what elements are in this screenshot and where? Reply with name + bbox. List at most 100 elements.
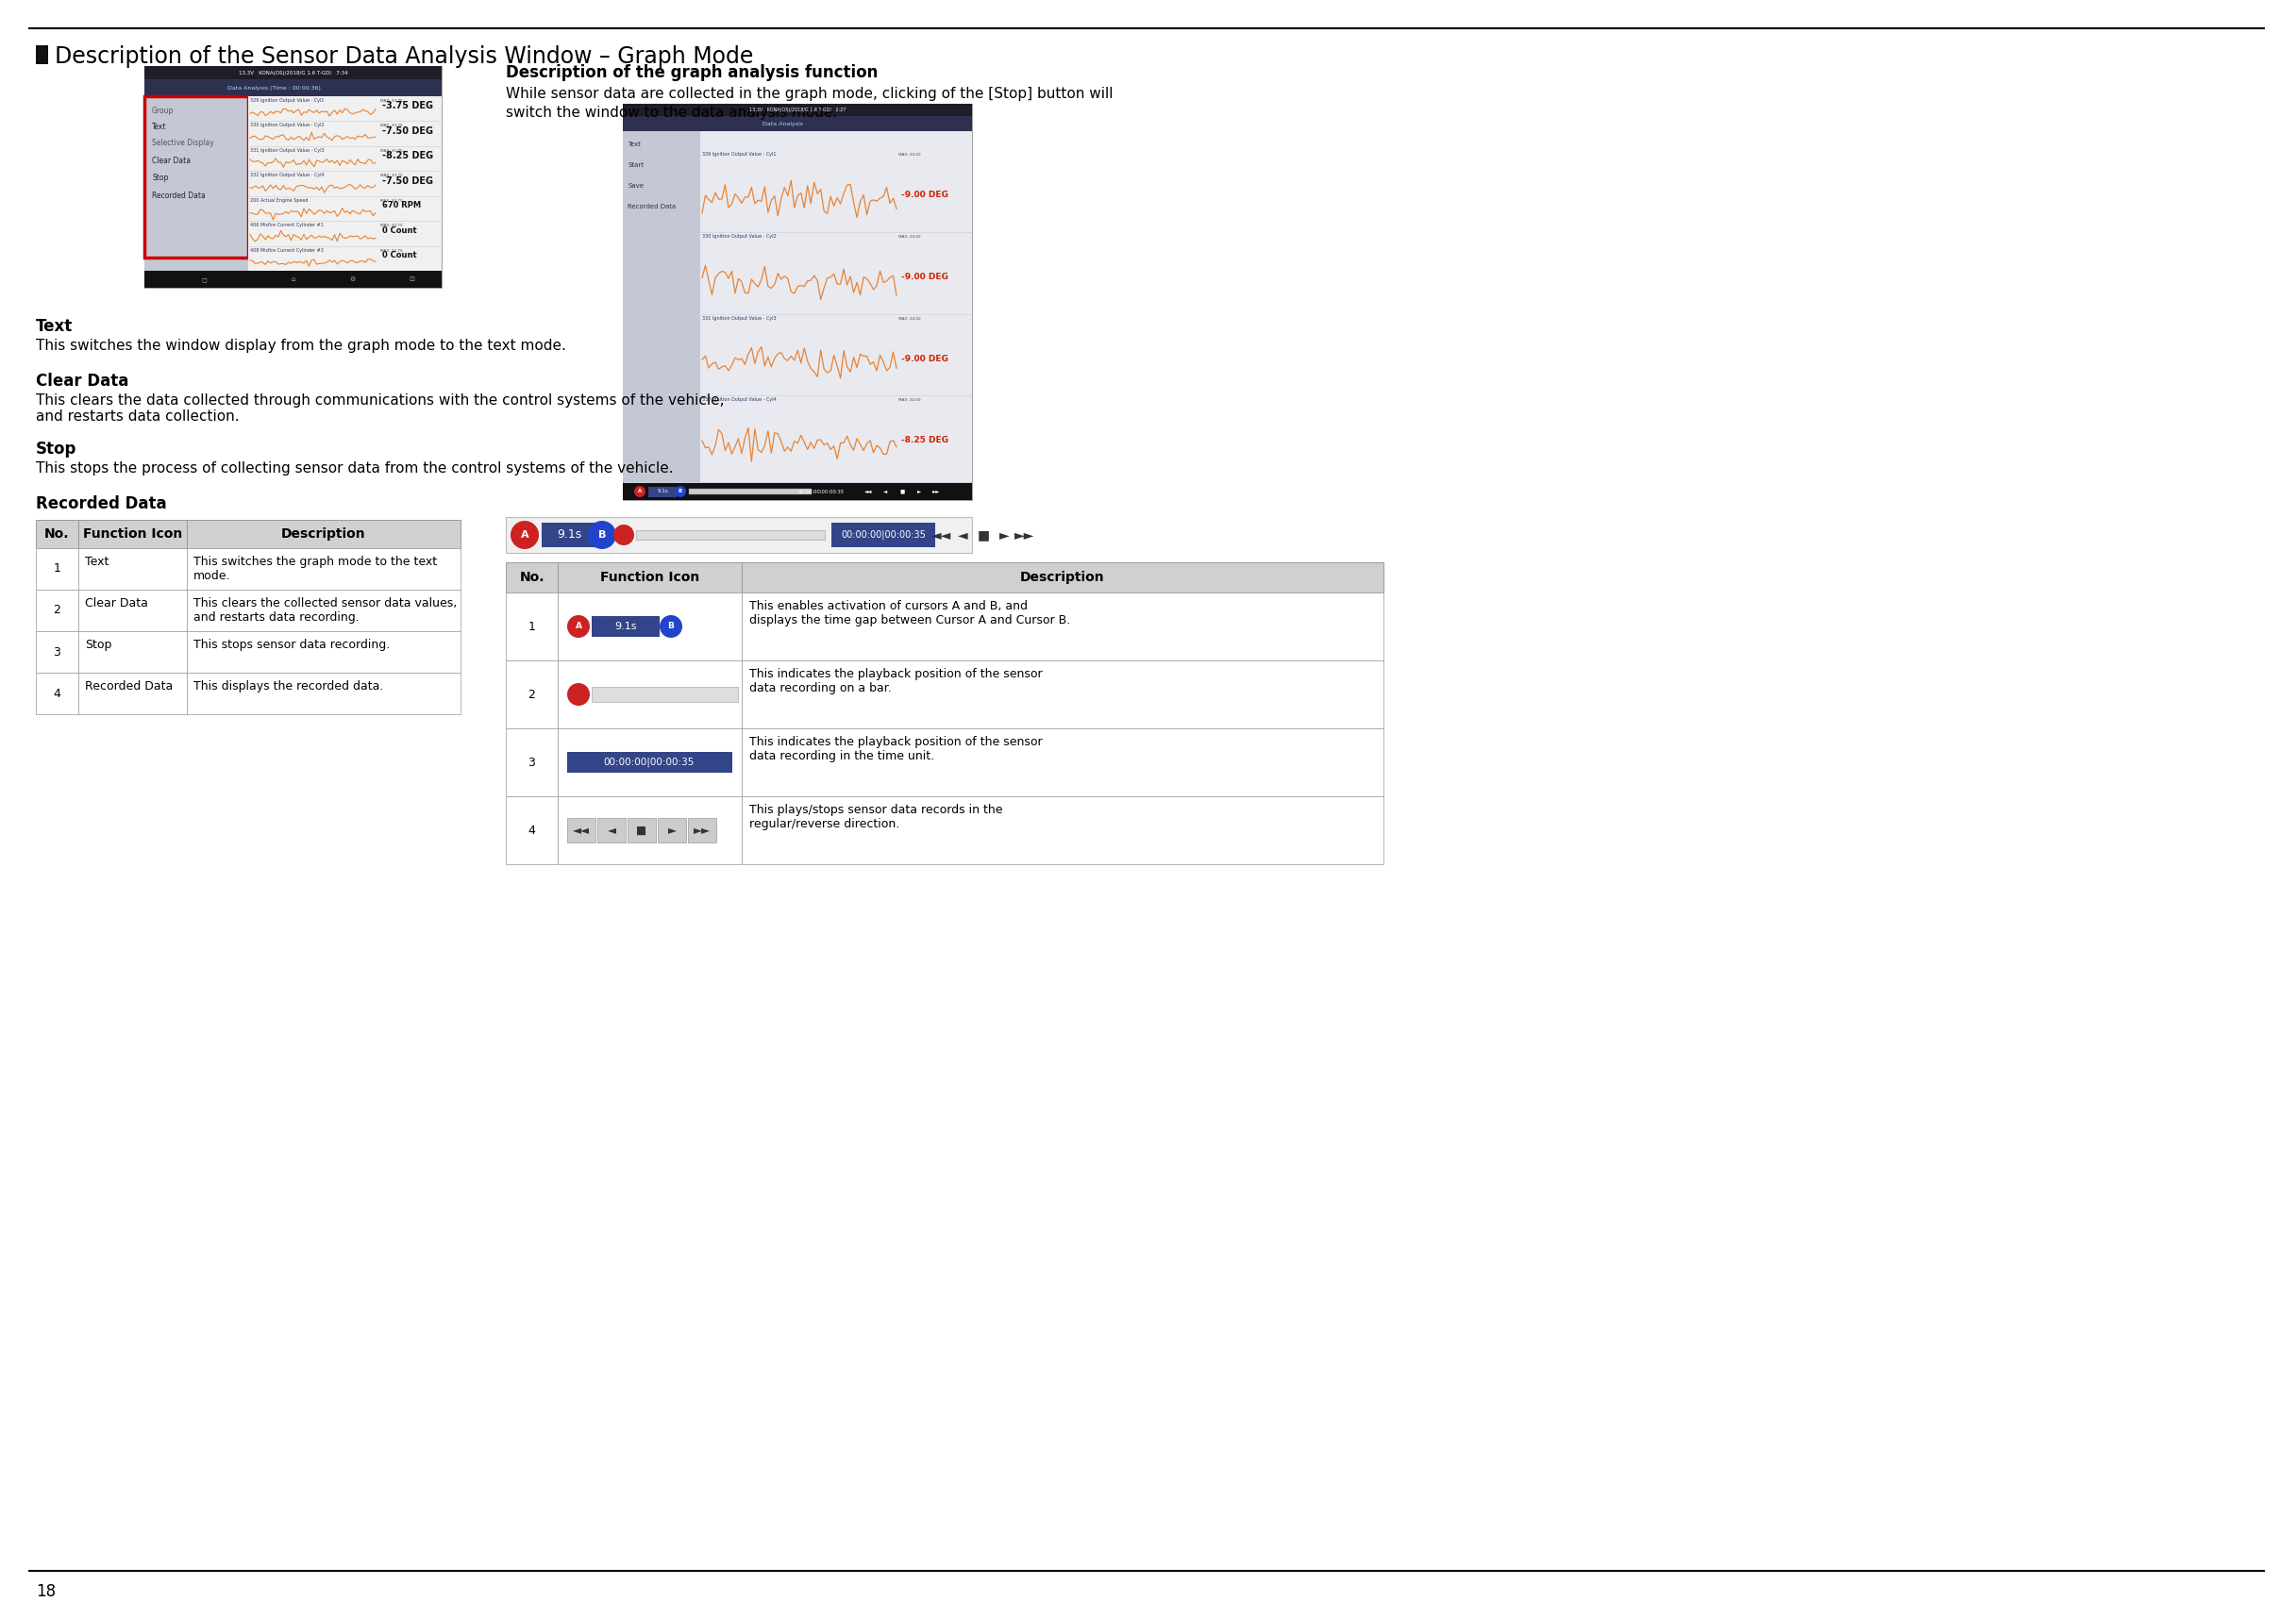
Text: -7.50 DEG: -7.50 DEG: [381, 176, 434, 186]
Text: -7.50 DEG: -7.50 DEG: [381, 127, 434, 136]
Text: ■: ■: [900, 489, 905, 493]
Text: 00:00:00|00:00:35: 00:00:00|00:00:35: [604, 758, 696, 767]
Bar: [742, 729, 1384, 796]
Text: Start: Start: [627, 162, 643, 168]
Text: 00:00:00|00:00:35: 00:00:00|00:00:35: [840, 530, 925, 540]
Text: ◄: ◄: [957, 529, 967, 541]
Text: MAX: 33.75: MAX: 33.75: [381, 149, 402, 152]
Text: MAX: 33.75: MAX: 33.75: [381, 99, 402, 103]
Text: switch the window to the data analysis mode.: switch the window to the data analysis m…: [505, 106, 838, 120]
Text: 9.1s: 9.1s: [657, 489, 668, 493]
Text: Text: Text: [627, 141, 641, 147]
Text: B: B: [668, 622, 675, 631]
Text: 3: 3: [53, 646, 60, 658]
Text: Recorded Data: Recorded Data: [85, 681, 172, 692]
Text: 330 Ignition Output Value - Cyl2: 330 Ignition Output Value - Cyl2: [250, 123, 324, 128]
Bar: [627, 819, 657, 843]
Text: 1: 1: [53, 562, 60, 575]
Text: Text: Text: [85, 556, 108, 569]
Text: Text: Text: [152, 122, 168, 131]
Bar: [700, 131, 971, 482]
Bar: [657, 819, 687, 843]
Text: ◻: ◻: [202, 277, 207, 282]
Text: Clear Data: Clear Data: [37, 373, 129, 389]
Bar: [248, 96, 441, 271]
Text: 3: 3: [528, 756, 535, 769]
Circle shape: [567, 682, 590, 706]
Text: 9.1s: 9.1s: [615, 622, 636, 631]
Text: This displays the recorded data.: This displays the recorded data.: [193, 681, 383, 692]
Text: 200 Actual Engine Speed: 200 Actual Engine Speed: [250, 199, 308, 202]
Bar: [647, 487, 677, 497]
Bar: [186, 590, 461, 631]
Text: 406 Misfire Current Cylinder #1: 406 Misfire Current Cylinder #1: [250, 223, 324, 227]
Text: -8.25 DEG: -8.25 DEG: [381, 151, 434, 160]
Bar: [145, 271, 441, 288]
Text: This switches the window display from the graph mode to the text mode.: This switches the window display from th…: [37, 338, 567, 352]
Text: This switches the graph mode to the text
mode.: This switches the graph mode to the text…: [193, 556, 436, 582]
Text: MAX: 24.50: MAX: 24.50: [898, 399, 921, 402]
Bar: [742, 796, 1384, 863]
Text: -3.75 DEG: -3.75 DEG: [381, 101, 434, 111]
Text: ◄: ◄: [606, 823, 615, 836]
Text: This plays/stops sensor data records in the
regular/reverse direction.: This plays/stops sensor data records in …: [748, 804, 1003, 830]
Bar: [145, 78, 441, 96]
Text: 331 Ignition Output Value - Cyl3: 331 Ignition Output Value - Cyl3: [250, 147, 324, 152]
Text: 4: 4: [53, 687, 60, 700]
Text: Save: Save: [627, 183, 643, 189]
Text: 670 RPM: 670 RPM: [381, 202, 420, 210]
Text: Data Analysis (Time : 00:00:36): Data Analysis (Time : 00:00:36): [227, 85, 321, 90]
Bar: [558, 660, 742, 729]
Bar: [145, 66, 441, 78]
Bar: [567, 751, 732, 772]
Text: This clears the data collected through communications with the control systems o: This clears the data collected through c…: [37, 394, 723, 425]
Bar: [742, 593, 1384, 660]
Text: 330 Ignition Output Value - Cyl2: 330 Ignition Output Value - Cyl2: [703, 234, 776, 239]
Text: 0 Count: 0 Count: [381, 226, 418, 235]
Text: ►: ►: [999, 529, 1010, 541]
Text: MAX: 33.75: MAX: 33.75: [381, 224, 402, 227]
Text: MAX: 33.75: MAX: 33.75: [381, 248, 402, 253]
Text: 00:00:00\00:00:35: 00:00:00\00:00:35: [797, 489, 845, 493]
Bar: [37, 548, 78, 590]
Bar: [37, 590, 78, 631]
Text: 2: 2: [53, 604, 60, 617]
Bar: [689, 489, 810, 495]
Bar: [622, 115, 971, 131]
Text: Text: Text: [37, 317, 73, 335]
Bar: [558, 729, 742, 796]
Bar: [186, 631, 461, 673]
Bar: [78, 673, 186, 714]
Bar: [622, 104, 971, 500]
Bar: [622, 131, 700, 482]
Text: ◄◄: ◄◄: [932, 529, 953, 541]
Bar: [505, 562, 558, 593]
Text: 9.1s: 9.1s: [556, 529, 581, 541]
Text: 0 Count: 0 Count: [381, 252, 418, 260]
Text: ■: ■: [978, 529, 990, 541]
Text: 329 Ignition Output Value - Cyl1: 329 Ignition Output Value - Cyl1: [703, 152, 776, 157]
Text: Stop: Stop: [37, 441, 76, 458]
Bar: [558, 562, 742, 593]
Text: 1: 1: [528, 620, 535, 633]
Text: Clear Data: Clear Data: [152, 155, 191, 165]
Text: 329 Ignition Output Value - Cyl1: 329 Ignition Output Value - Cyl1: [250, 98, 324, 103]
Text: 2: 2: [528, 689, 535, 700]
Text: ◄◄: ◄◄: [863, 489, 872, 493]
Bar: [542, 522, 597, 548]
Text: Recorded Data: Recorded Data: [627, 203, 675, 210]
Circle shape: [588, 521, 615, 549]
Bar: [622, 104, 971, 115]
Text: Description of the Sensor Data Analysis Window – Graph Mode: Description of the Sensor Data Analysis …: [55, 45, 753, 67]
Text: This indicates the playback position of the sensor
data recording in the time un: This indicates the playback position of …: [748, 735, 1042, 763]
Text: While sensor data are collected in the graph mode, clicking of the [Stop] button: While sensor data are collected in the g…: [505, 87, 1114, 101]
Bar: [505, 729, 558, 796]
Text: Selective Display: Selective Display: [152, 138, 214, 147]
Circle shape: [634, 485, 645, 497]
Text: ■: ■: [636, 823, 647, 836]
Bar: [689, 819, 716, 843]
Bar: [742, 660, 1384, 729]
Text: Data Analysis: Data Analysis: [762, 122, 804, 127]
Text: No.: No.: [44, 527, 69, 540]
Bar: [37, 519, 78, 548]
